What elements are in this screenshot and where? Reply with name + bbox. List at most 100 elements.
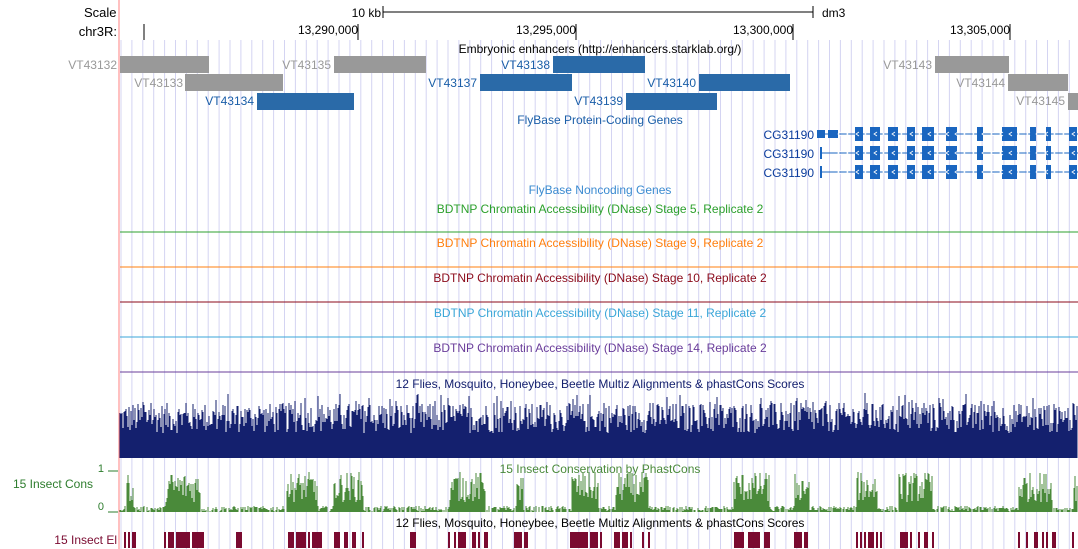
conserved-element [132, 532, 134, 548]
conserved-element [198, 532, 200, 548]
conserved-element [870, 532, 872, 548]
enhancer-label[interactable]: VT43140 [647, 76, 696, 90]
enhancer-block[interactable] [334, 56, 426, 73]
enhancer-label[interactable]: VT43134 [205, 94, 254, 108]
enhancer-label[interactable]: VT43137 [428, 76, 477, 90]
gene-exon [1030, 127, 1036, 141]
conserved-element [1034, 532, 1036, 548]
conserved-element [454, 532, 456, 548]
enhancer-block[interactable] [1068, 93, 1078, 110]
conserved-element [804, 532, 806, 548]
conserved-element [902, 532, 904, 548]
gene-models: CG31190 CG31190 CG31190 [764, 127, 1078, 180]
gene-exon [977, 146, 983, 160]
enhancer-label[interactable]: VT43139 [574, 94, 623, 108]
elements-track-title: 12 Flies, Mosquito, Honeybee, Beetle Mul… [396, 516, 805, 530]
conserved-element [170, 532, 172, 548]
conserved-element [1046, 532, 1048, 548]
conserved-element [336, 532, 338, 548]
conserved-element [414, 532, 416, 548]
enhancer-block[interactable] [935, 56, 1009, 73]
conserved-element [900, 532, 902, 548]
grid-lines [120, 40, 1070, 549]
conserved-element [192, 532, 194, 548]
gene-label[interactable]: CG31190 [764, 147, 815, 161]
phastcons-side-label[interactable]: 15 Insect Cons [13, 477, 93, 491]
enhancer-label[interactable]: VT43133 [134, 76, 183, 90]
enhancer-block[interactable] [480, 74, 572, 91]
conserved-element [352, 532, 354, 548]
enhancer-block[interactable] [699, 74, 790, 91]
gene-exon [820, 166, 822, 178]
enhancer-block[interactable] [1008, 74, 1068, 91]
gene-exon [977, 165, 983, 179]
dnase-tracks: BDTNP Chromatin Accessibility (DNase) St… [120, 202, 1078, 373]
enhancer-label[interactable]: VT43132 [68, 58, 117, 72]
tick-label: 13,305,000 [950, 23, 1010, 37]
conserved-element [572, 532, 574, 548]
conserved-element [300, 532, 302, 548]
enhancer-label[interactable]: VT43143 [883, 58, 932, 72]
gene-exon [946, 146, 957, 160]
gene-exon [1069, 146, 1077, 160]
conserved-element [624, 532, 626, 548]
enhancer-block[interactable] [185, 74, 283, 91]
enhancer-block[interactable] [120, 56, 209, 73]
enhancers-track-title: Embryonic enhancers (http://enhancers.st… [459, 42, 742, 56]
dnase-track-title: BDTNP Chromatin Accessibility (DNase) St… [433, 271, 767, 285]
conserved-element [932, 532, 934, 548]
enhancer-block[interactable] [553, 56, 645, 73]
enhancer-label[interactable]: VT43144 [956, 76, 1005, 90]
conserved-element [766, 532, 768, 548]
conserved-element [584, 532, 586, 548]
conserved-element [486, 532, 488, 548]
conserved-element [240, 532, 242, 548]
conserved-element [796, 532, 798, 548]
assembly-label: dm3 [822, 6, 846, 20]
conserved-element [292, 532, 294, 548]
enhancer-block[interactable] [626, 93, 717, 110]
enhancer-label[interactable]: VT43138 [501, 58, 550, 72]
conserved-element [460, 532, 462, 548]
conserved-element [736, 532, 738, 548]
conserved-element [334, 532, 336, 548]
conserved-element [880, 532, 882, 548]
conserved-element [318, 532, 320, 548]
gene-exon [977, 127, 983, 141]
conserved-element [590, 532, 592, 548]
conserved-element [164, 532, 166, 548]
conserved-element [578, 532, 580, 548]
gene-label[interactable]: CG31190 [764, 128, 815, 142]
enhancer-label[interactable]: VT43135 [282, 58, 331, 72]
conserved-element [180, 532, 182, 548]
conserved-element [196, 532, 198, 548]
gene-exon [1046, 146, 1051, 160]
conserved-element [738, 532, 740, 548]
elements-side-label[interactable]: 15 Insect El [54, 533, 117, 547]
conserved-element [596, 532, 598, 548]
conserved-element [872, 532, 874, 548]
conserved-element [346, 532, 348, 548]
enhancer-block[interactable] [257, 93, 354, 110]
gene-exon [855, 165, 863, 179]
tick-label: 13,290,000 [298, 23, 358, 37]
conserved-element [594, 532, 596, 548]
conserved-element [734, 532, 736, 548]
conserved-element [302, 532, 304, 548]
conserved-element [582, 532, 584, 548]
conserved-element [622, 532, 624, 548]
conserved-element [200, 532, 202, 548]
conserved-element [312, 532, 314, 548]
gene-label[interactable]: CG31190 [764, 166, 815, 180]
conserved-element [754, 532, 756, 548]
gene-exon [820, 147, 822, 159]
enhancer-items: VT43132 VT43133 VT43134 VT43135 VT43137 … [68, 56, 1078, 110]
enhancer-label[interactable]: VT43145 [1016, 94, 1065, 108]
conserved-element [574, 532, 576, 548]
conserved-element [464, 532, 466, 548]
gene-exon [870, 165, 880, 179]
conserved-element [592, 532, 594, 548]
conserved-element [344, 532, 346, 548]
